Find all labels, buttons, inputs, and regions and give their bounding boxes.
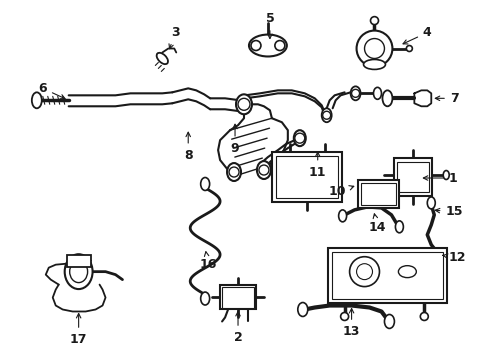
Ellipse shape bbox=[382, 90, 392, 106]
Ellipse shape bbox=[200, 292, 209, 305]
Bar bbox=[275, 156, 337, 198]
Text: 3: 3 bbox=[169, 26, 179, 49]
Ellipse shape bbox=[373, 87, 381, 99]
Ellipse shape bbox=[248, 35, 286, 57]
Ellipse shape bbox=[69, 261, 87, 283]
Ellipse shape bbox=[200, 177, 209, 190]
Circle shape bbox=[349, 257, 379, 287]
Ellipse shape bbox=[395, 221, 403, 233]
Bar bbox=[271, 152, 341, 202]
Bar bbox=[397, 162, 428, 192]
Bar bbox=[357, 180, 399, 208]
Text: 9: 9 bbox=[230, 124, 239, 155]
Bar bbox=[327, 248, 447, 302]
Text: 2: 2 bbox=[233, 311, 242, 344]
Circle shape bbox=[274, 41, 285, 50]
Bar bbox=[222, 287, 253, 307]
Ellipse shape bbox=[293, 130, 305, 146]
Ellipse shape bbox=[297, 302, 307, 316]
Ellipse shape bbox=[64, 254, 92, 289]
Ellipse shape bbox=[442, 171, 448, 180]
Ellipse shape bbox=[236, 94, 251, 114]
Text: 8: 8 bbox=[183, 132, 192, 162]
Ellipse shape bbox=[338, 210, 346, 222]
Ellipse shape bbox=[363, 59, 385, 69]
Circle shape bbox=[351, 89, 359, 97]
Text: 12: 12 bbox=[442, 251, 465, 264]
Ellipse shape bbox=[420, 312, 427, 320]
Circle shape bbox=[364, 39, 384, 58]
Text: 13: 13 bbox=[342, 309, 360, 338]
Bar bbox=[394, 158, 431, 196]
Circle shape bbox=[406, 45, 411, 51]
Ellipse shape bbox=[384, 315, 394, 328]
Ellipse shape bbox=[350, 86, 360, 100]
Text: 6: 6 bbox=[39, 82, 65, 99]
Bar bbox=[360, 183, 396, 205]
Ellipse shape bbox=[321, 108, 331, 122]
Circle shape bbox=[370, 17, 378, 24]
Circle shape bbox=[294, 133, 304, 143]
Text: 1: 1 bbox=[423, 171, 457, 185]
Bar bbox=[66, 255, 90, 267]
Ellipse shape bbox=[340, 312, 348, 320]
Ellipse shape bbox=[436, 251, 444, 263]
Circle shape bbox=[250, 41, 261, 50]
Circle shape bbox=[356, 31, 392, 67]
Ellipse shape bbox=[32, 92, 41, 108]
Circle shape bbox=[238, 98, 249, 110]
Text: 16: 16 bbox=[199, 252, 216, 271]
Circle shape bbox=[228, 167, 239, 177]
Ellipse shape bbox=[226, 163, 241, 181]
Circle shape bbox=[322, 111, 330, 119]
Text: 11: 11 bbox=[308, 152, 326, 179]
Ellipse shape bbox=[156, 53, 168, 64]
Circle shape bbox=[259, 165, 268, 175]
Text: 4: 4 bbox=[402, 26, 431, 44]
Ellipse shape bbox=[427, 197, 434, 209]
Text: 5: 5 bbox=[265, 12, 274, 39]
Bar bbox=[220, 285, 255, 310]
Text: 14: 14 bbox=[368, 214, 386, 234]
Ellipse shape bbox=[398, 266, 415, 278]
Ellipse shape bbox=[256, 161, 270, 179]
Text: 15: 15 bbox=[434, 205, 462, 219]
Circle shape bbox=[356, 264, 372, 280]
Text: 17: 17 bbox=[70, 314, 87, 346]
Bar bbox=[331, 252, 442, 298]
Text: 7: 7 bbox=[434, 92, 458, 105]
Text: 10: 10 bbox=[328, 185, 353, 198]
